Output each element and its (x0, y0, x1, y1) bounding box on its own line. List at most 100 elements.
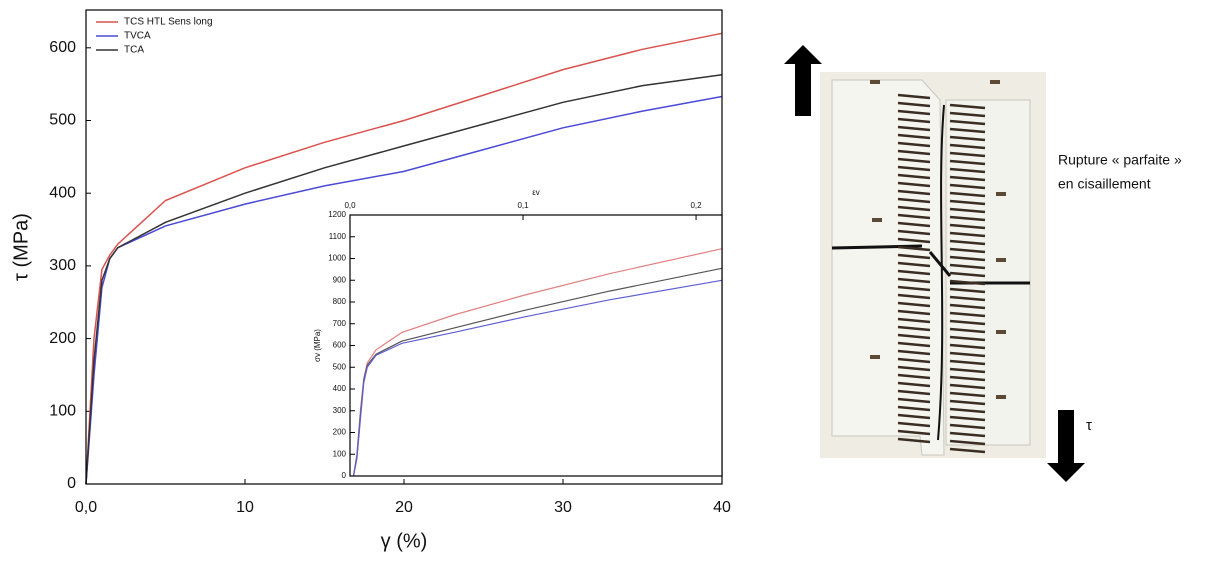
photo-detail (897, 381, 931, 388)
photo-detail (949, 303, 986, 310)
data-line (85, 32, 723, 485)
photo-detail (897, 245, 931, 252)
arrow-down (1047, 410, 1085, 482)
y-tick-label: 1200 (328, 210, 346, 219)
inset-background (350, 215, 722, 476)
photo-detail (897, 285, 931, 292)
y-tick-label: 400 (49, 184, 76, 201)
photo-detail (897, 101, 931, 108)
photo-detail (897, 149, 931, 156)
photo-detail (949, 431, 986, 438)
y-tick-label: 0 (342, 471, 347, 480)
arrow-up (784, 45, 822, 116)
photo-detail (949, 151, 986, 158)
photo-detail (949, 103, 986, 110)
photo-detail (870, 80, 880, 84)
photo-detail (949, 239, 986, 246)
photo-detail (897, 317, 931, 324)
photo-detail (949, 231, 986, 238)
photo-detail (897, 325, 931, 332)
photo-detail (949, 271, 986, 278)
photo-detail (897, 293, 931, 300)
photo-detail (897, 333, 931, 340)
y-tick-label: 1100 (329, 232, 347, 241)
specimen-left (831, 79, 945, 456)
y-tick-label: 700 (333, 319, 347, 328)
mark-line (928, 251, 952, 277)
y-tick-label: 300 (333, 406, 347, 415)
caption-line: Rupture « parfaite » (1058, 152, 1182, 168)
photo-detail (897, 349, 931, 356)
y-tick-label: 200 (333, 428, 347, 437)
photo-detail (949, 311, 986, 318)
photo-detail (949, 127, 986, 134)
x-tick-label: 0,2 (690, 201, 702, 210)
photo-detail (996, 395, 1006, 399)
photo-detail (949, 383, 986, 390)
photo-detail (949, 319, 986, 326)
x-tick-label: 0,0 (75, 499, 97, 516)
photo-detail (949, 343, 986, 350)
x-tick-label: 30 (554, 499, 572, 516)
photo-detail (897, 173, 931, 180)
photo-detail (949, 447, 986, 454)
photo-detail (897, 205, 931, 212)
y-tick-label: 0 (67, 475, 76, 492)
caption-line: en cisaillement (1058, 176, 1151, 192)
y-tick-label: 400 (333, 384, 347, 393)
photo-detail (897, 269, 931, 276)
photo-detail (897, 301, 931, 308)
photo-detail (949, 295, 986, 302)
photo-detail (949, 167, 986, 174)
photo-detail (949, 415, 986, 422)
y-tick-label: 900 (333, 275, 347, 284)
x-tick-label: 0,1 (517, 201, 529, 210)
x-tick-label: 20 (395, 499, 413, 516)
photo-detail (949, 423, 986, 430)
photo-detail (897, 365, 931, 372)
photo-detail (949, 119, 986, 126)
legend-label: TCS HTL Sens long (124, 17, 213, 28)
photo-detail (996, 258, 1006, 262)
photo-detail (897, 261, 931, 268)
data-line (85, 73, 723, 485)
y-tick-label: 300 (49, 257, 76, 274)
photo-detail (949, 135, 986, 142)
photo-detail (949, 143, 986, 150)
photo-detail (949, 183, 986, 190)
photo-detail (949, 375, 986, 382)
photo-detail (897, 397, 931, 404)
photo-detail (897, 109, 931, 116)
photo-detail (949, 223, 986, 230)
photo-detail (897, 165, 931, 172)
photo-detail (949, 287, 986, 294)
photo-detail (897, 117, 931, 124)
photo-detail (949, 407, 986, 414)
x-tick-label: 0,0 (344, 201, 356, 210)
x-axis-label: εv (532, 188, 540, 197)
photo-detail (949, 439, 986, 446)
photo-detail (897, 341, 931, 348)
photo-detail (949, 351, 986, 358)
photo-detail (897, 93, 931, 100)
photo-detail (949, 207, 986, 214)
photo-detail (897, 389, 931, 396)
x-axis-label: γ (%) (381, 530, 428, 552)
y-tick-label: 100 (333, 449, 347, 458)
y-tick-label: 100 (49, 403, 76, 420)
y-tick-label: 500 (49, 112, 76, 129)
photo-detail (897, 189, 931, 196)
photo-detail (897, 221, 931, 228)
photo-detail (949, 399, 986, 406)
y-tick-label: 1000 (328, 254, 346, 263)
photo-detail (996, 330, 1006, 334)
photo-detail (949, 367, 986, 374)
photo-detail (949, 215, 986, 222)
photo-detail (897, 213, 931, 220)
photo-detail (897, 405, 931, 412)
photo-detail (949, 359, 986, 366)
photo-detail (897, 197, 931, 204)
photo-detail (897, 157, 931, 164)
photo-detail (949, 191, 986, 198)
